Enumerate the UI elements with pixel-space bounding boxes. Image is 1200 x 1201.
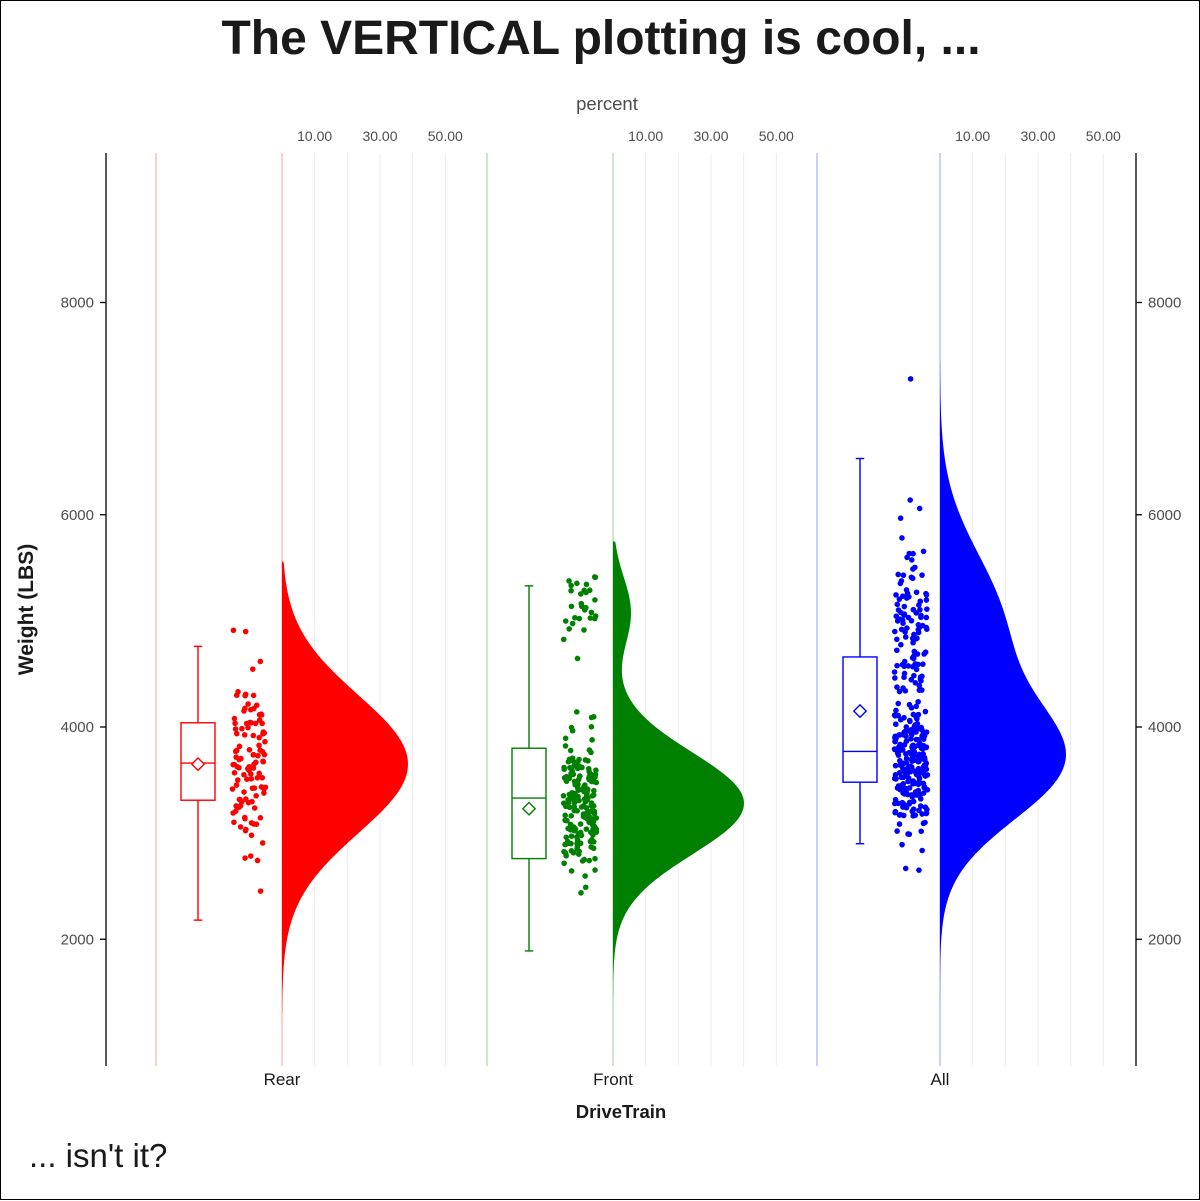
svg-text:percent: percent <box>576 93 638 114</box>
svg-text:50.00: 50.00 <box>428 128 463 144</box>
svg-text:10.00: 10.00 <box>955 128 990 144</box>
svg-text:8000: 8000 <box>1148 295 1181 312</box>
svg-text:30.00: 30.00 <box>1020 128 1055 144</box>
svg-text:All: All <box>931 1070 950 1089</box>
svg-text:30.00: 30.00 <box>693 128 728 144</box>
svg-text:30.00: 30.00 <box>362 128 397 144</box>
svg-text:50.00: 50.00 <box>759 128 794 144</box>
svg-text:Weight (LBS): Weight (LBS) <box>15 544 38 675</box>
svg-text:6000: 6000 <box>61 507 94 524</box>
svg-text:10.00: 10.00 <box>297 128 332 144</box>
svg-text:4000: 4000 <box>61 719 94 736</box>
svg-text:Front: Front <box>593 1070 633 1089</box>
svg-text:Rear: Rear <box>264 1070 301 1089</box>
svg-text:2000: 2000 <box>1148 931 1181 948</box>
svg-text:50.00: 50.00 <box>1086 128 1121 144</box>
svg-text:2000: 2000 <box>61 931 94 948</box>
svg-text:6000: 6000 <box>1148 507 1181 524</box>
svg-text:8000: 8000 <box>61 295 94 312</box>
svg-text:4000: 4000 <box>1148 719 1181 736</box>
svg-text:10.00: 10.00 <box>628 128 663 144</box>
svg-text:DriveTrain: DriveTrain <box>576 1101 667 1122</box>
